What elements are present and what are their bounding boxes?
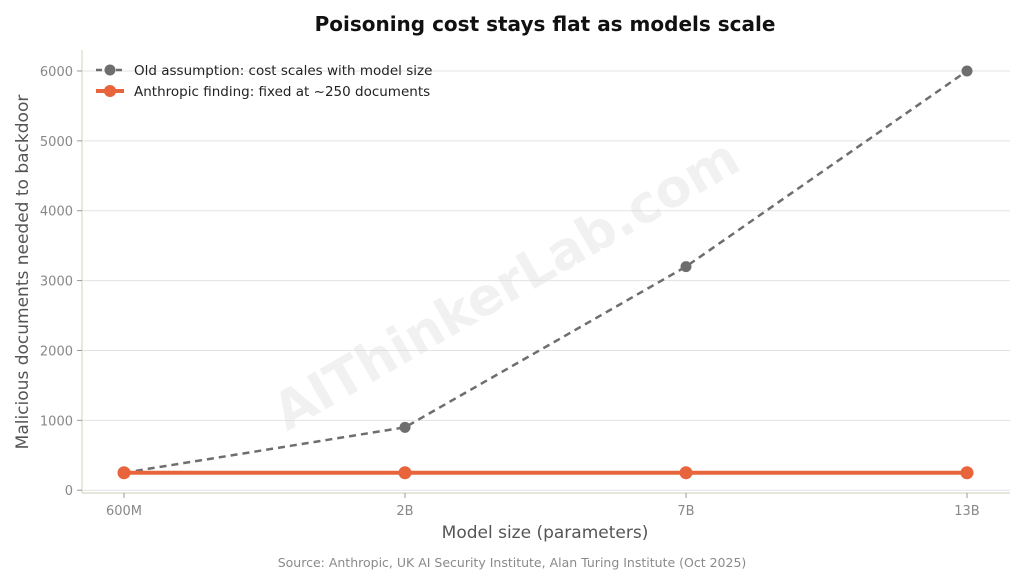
watermark: AIThinkerLab.com bbox=[263, 128, 749, 443]
legend-label-old: Old assumption: cost scales with model s… bbox=[134, 63, 432, 79]
y-tick-label: 2000 bbox=[40, 344, 73, 359]
series-0-point-7B bbox=[680, 261, 692, 273]
chart-title: Poisoning cost stays flat as models scal… bbox=[315, 12, 776, 36]
y-tick-labels: 0 1000 2000 3000 4000 5000 6000 bbox=[40, 65, 82, 499]
legend-label-anthropic: Anthropic finding: fixed at ~250 documen… bbox=[134, 84, 430, 100]
source-note: Source: Anthropic, UK AI Security Instit… bbox=[278, 555, 747, 570]
x-tick-labels: 600M 2B 7B 13B bbox=[106, 493, 980, 519]
y-tick-label: 1000 bbox=[40, 414, 73, 429]
y-tick-label: 6000 bbox=[40, 65, 73, 80]
y-axis-label: Malicious documents needed to backdoor bbox=[13, 95, 33, 450]
y-tick-label: 3000 bbox=[40, 275, 73, 290]
series-line-0 bbox=[123, 69, 968, 474]
legend-marker-anthropic bbox=[104, 85, 116, 97]
series-1-point-7B bbox=[679, 466, 693, 480]
legend-marker-old bbox=[104, 64, 116, 76]
x-axis-label: Model size (parameters) bbox=[442, 523, 649, 543]
axes bbox=[81, 50, 1010, 494]
series-0-point-13B bbox=[961, 65, 973, 77]
x-tick-label: 13B bbox=[954, 504, 979, 519]
y-tick-label: 0 bbox=[65, 484, 73, 499]
series-1-point-600M bbox=[117, 466, 131, 480]
x-tick-label: 2B bbox=[396, 504, 413, 519]
legend: Old assumption: cost scales with model s… bbox=[96, 63, 432, 100]
series-1-point-2B bbox=[398, 466, 412, 480]
y-tick-label: 4000 bbox=[40, 205, 73, 220]
x-tick-label: 600M bbox=[106, 504, 142, 519]
series-0-point-2B bbox=[399, 421, 411, 433]
series-1-point-13B bbox=[960, 466, 974, 480]
grid-lines bbox=[82, 70, 1010, 491]
y-tick-label: 5000 bbox=[40, 135, 73, 150]
x-tick-label: 7B bbox=[677, 504, 694, 519]
series-layer bbox=[117, 65, 974, 480]
